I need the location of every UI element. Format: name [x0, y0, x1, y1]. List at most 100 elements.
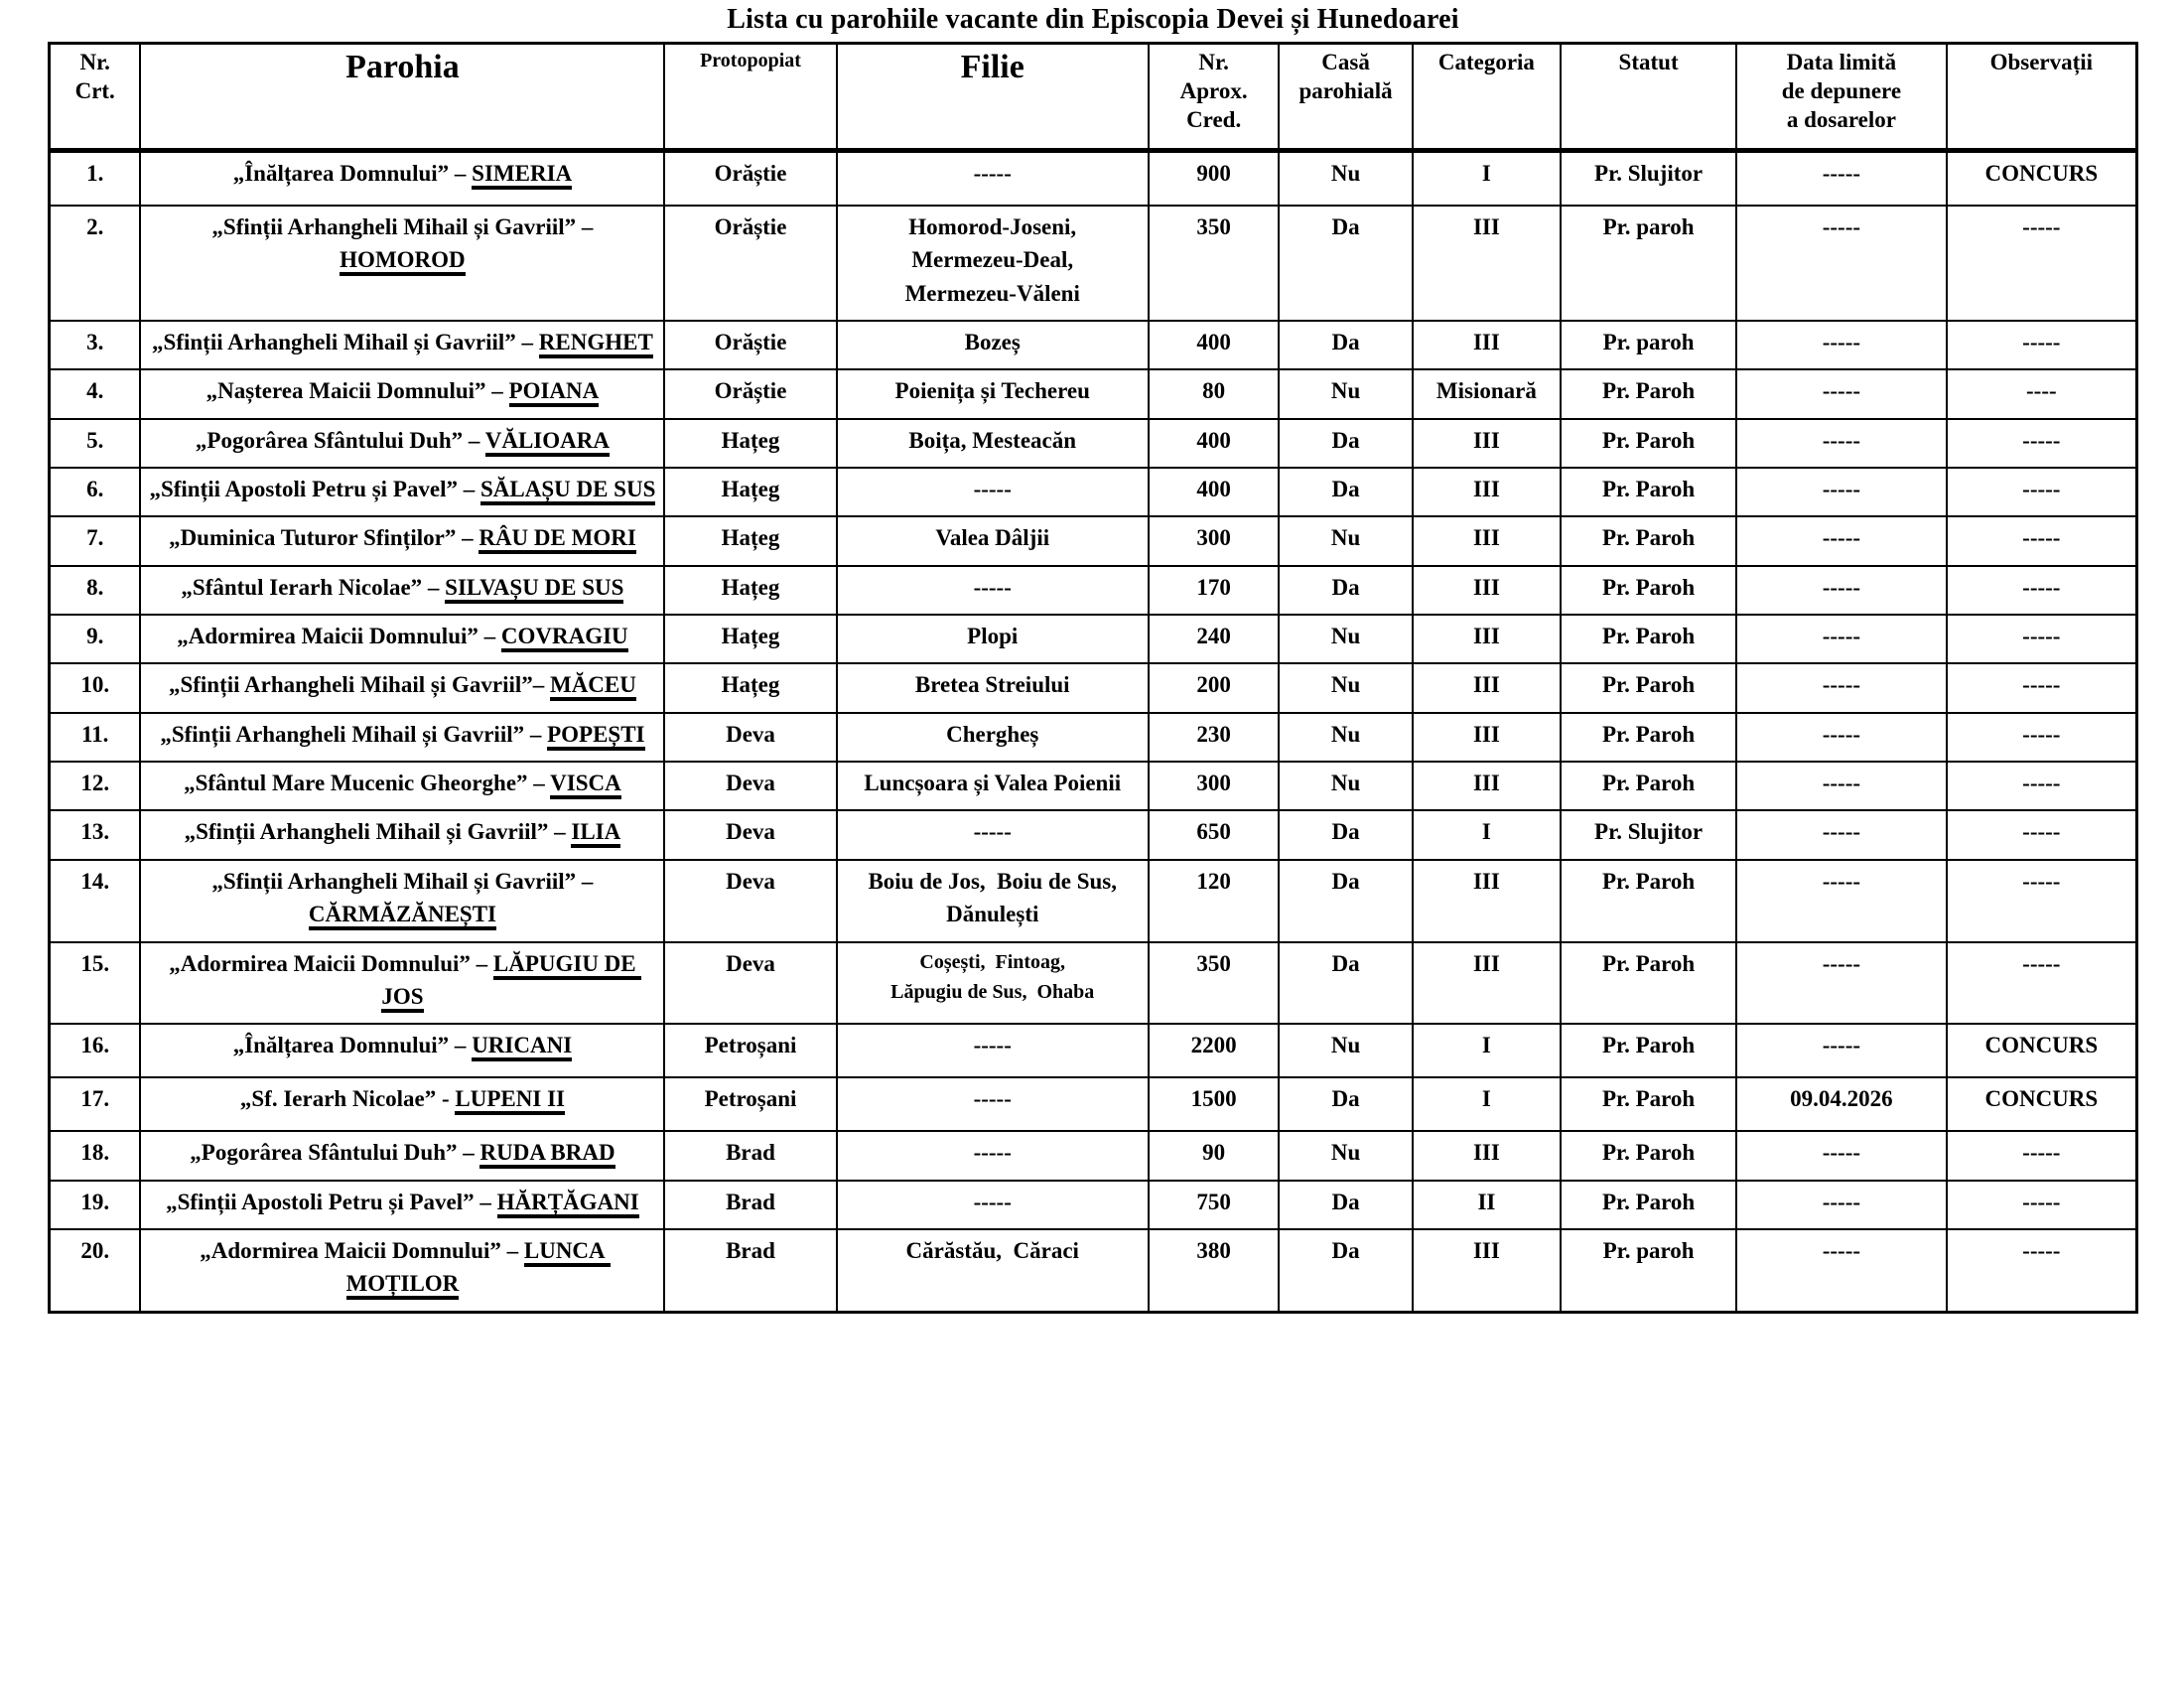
nr-crt-cell: 9.	[48, 614, 142, 665]
column-header-nr-crt: Nr. Crt.	[48, 42, 142, 153]
protopopiat-cell: Deva	[663, 711, 838, 764]
credinciosi-cell: 300	[1147, 761, 1281, 812]
data-limita-cell: -----	[1735, 1227, 1948, 1314]
data-limita-cell: -----	[1735, 515, 1948, 567]
casa-parohiala-cell: Da	[1278, 417, 1414, 470]
statut-cell: Pr. paroh	[1560, 1227, 1738, 1314]
data-limita-cell: -----	[1735, 368, 1948, 420]
data-limita-cell: -----	[1735, 1130, 1948, 1182]
observatii-cell: -----	[1945, 204, 2138, 323]
statut-cell: Pr. Paroh	[1560, 564, 1738, 617]
protopopiat-cell: Deva	[663, 858, 838, 943]
data-limita-cell: -----	[1735, 711, 1948, 764]
credinciosi-cell: 300	[1147, 515, 1281, 567]
statut-cell: Pr. Paroh	[1560, 858, 1738, 943]
parohia-prefix: „Sfinții Arhangheli Mihail și Gavriil” –	[184, 819, 572, 845]
statut-cell: Pr. Paroh	[1560, 467, 1738, 518]
parohia-prefix: „Sfinții Arhangheli Mihail și Gavriil” –	[211, 868, 600, 894]
data-limita-cell: -----	[1735, 417, 1948, 470]
table-row: 8. „Sfântul Ierarh Nicolae” – SILVAȘU DE…	[48, 564, 2138, 617]
statut-cell: Pr. paroh	[1560, 320, 1738, 371]
categoria-cell: III	[1411, 417, 1563, 470]
observatii-cell: -----	[1945, 809, 2138, 861]
protopopiat-cell: Hațeg	[663, 614, 838, 665]
parohia-prefix: „Adormirea Maicii Domnului” –	[200, 1237, 524, 1263]
data-limita-cell: -----	[1735, 858, 1948, 943]
observatii-cell: CONCURS	[1945, 1023, 2138, 1079]
filie-cell: -----	[835, 149, 1150, 207]
casa-parohiala-cell: Da	[1278, 320, 1414, 371]
filie-cell: Bretea Streiului	[835, 662, 1150, 714]
parohia-name: ILIA	[571, 819, 621, 849]
categoria-cell: III	[1411, 662, 1563, 714]
table-row: 17. „Sf. Ierarh Nicolae” - LUPENI II Pet…	[48, 1076, 2138, 1133]
parohia-name: LĂPUGIU DE JOS	[381, 950, 642, 1013]
statut-cell: Pr. Paroh	[1560, 614, 1738, 665]
observatii-cell: CONCURS	[1945, 1076, 2138, 1133]
parohia-cell: „Sfinții Apostoli Petru și Pavel” – HĂRȚ…	[139, 1179, 666, 1230]
credinciosi-cell: 170	[1147, 564, 1281, 617]
casa-parohiala-cell: Nu	[1278, 614, 1414, 665]
data-limita-cell: -----	[1735, 809, 1948, 861]
parohia-cell: „Sfinții Arhangheli Mihail și Gavriil”– …	[139, 662, 666, 714]
table-row: 18. „Pogorârea Sfântului Duh” – RUDA BRA…	[48, 1130, 2138, 1182]
data-limita-cell: -----	[1735, 564, 1948, 617]
table-row: 3. „Sfinții Arhangheli Mihail și Gavriil…	[48, 320, 2138, 371]
credinciosi-cell: 200	[1147, 662, 1281, 714]
credinciosi-cell: 90	[1147, 1130, 1281, 1182]
nr-crt-cell: 16.	[48, 1023, 142, 1079]
table-row: 4. „Nașterea Maicii Domnului” – POIANA O…	[48, 368, 2138, 420]
filie-cell: -----	[835, 564, 1150, 617]
observatii-cell: -----	[1945, 940, 2138, 1026]
column-header-protopopiat: Protopopiat	[663, 42, 838, 153]
column-header-data-limita: Data limită de depunere a dosarelor	[1735, 42, 1948, 153]
credinciosi-cell: 400	[1147, 467, 1281, 518]
parohia-prefix: „Adormirea Maicii Domnului” –	[169, 950, 493, 976]
casa-parohiala-cell: Da	[1278, 467, 1414, 518]
categoria-cell: III	[1411, 564, 1563, 617]
casa-parohiala-cell: Da	[1278, 940, 1414, 1026]
data-limita-cell: -----	[1735, 204, 1948, 323]
table-row: 20. „Adormirea Maicii Domnului” – LUNCA …	[48, 1227, 2138, 1314]
categoria-cell: I	[1411, 149, 1563, 207]
categoria-cell: III	[1411, 204, 1563, 323]
categoria-cell: II	[1411, 1179, 1563, 1230]
casa-parohiala-cell: Da	[1278, 564, 1414, 617]
statut-cell: Pr. Paroh	[1560, 1179, 1738, 1230]
statut-cell: Pr. Paroh	[1560, 761, 1738, 812]
credinciosi-cell: 400	[1147, 320, 1281, 371]
nr-crt-cell: 11.	[48, 711, 142, 764]
table-row: 5. „Pogorârea Sfântului Duh” – VĂLIOARA …	[48, 417, 2138, 470]
table-body: 1. „Înălțarea Domnului” – SIMERIA Orăști…	[48, 149, 2138, 1314]
protopopiat-cell: Brad	[663, 1130, 838, 1182]
parohia-cell: „Duminica Tuturor Sfinților” – RÂU DE MO…	[139, 515, 666, 567]
table-row: 15. „Adormirea Maicii Domnului” – LĂPUGI…	[48, 940, 2138, 1026]
table-row: 2. „Sfinții Arhangheli Mihail și Gavriil…	[48, 204, 2138, 323]
casa-parohiala-cell: Nu	[1278, 761, 1414, 812]
nr-crt-cell: 1.	[48, 149, 142, 207]
protopopiat-cell: Hațeg	[663, 417, 838, 470]
data-limita-cell: 09.04.2026	[1735, 1076, 1948, 1133]
credinciosi-cell: 350	[1147, 940, 1281, 1026]
observatii-cell: -----	[1945, 711, 2138, 764]
parohia-cell: „Sfântul Mare Mucenic Gheorghe” – VISCA	[139, 761, 666, 812]
table-row: 13. „Sfinții Arhangheli Mihail și Gavrii…	[48, 809, 2138, 861]
table-row: 14. „Sfinții Arhangheli Mihail și Gavrii…	[48, 858, 2138, 943]
filie-cell: -----	[835, 1130, 1150, 1182]
parohia-name: LUNCA MOȚILOR	[345, 1237, 612, 1301]
credinciosi-cell: 400	[1147, 417, 1281, 470]
filie-cell: Cărăstău, Căraci	[835, 1227, 1150, 1314]
protopopiat-cell: Deva	[663, 761, 838, 812]
filie-cell: Plopi	[835, 614, 1150, 665]
parohia-cell: „Sfinții Apostoli Petru și Pavel” – SĂLA…	[139, 467, 666, 518]
parohia-prefix: „Înălțarea Domnului” –	[232, 161, 473, 186]
categoria-cell: III	[1411, 858, 1563, 943]
statut-cell: Pr. Paroh	[1560, 662, 1738, 714]
observatii-cell: -----	[1945, 614, 2138, 665]
protopopiat-cell: Petroșani	[663, 1023, 838, 1079]
table-row: 10. „Sfinții Arhangheli Mihail și Gavrii…	[48, 662, 2138, 714]
nr-crt-cell: 7.	[48, 515, 142, 567]
parohia-prefix: „Sfântul Ierarh Nicolae” –	[181, 574, 446, 600]
protopopiat-cell: Hațeg	[663, 662, 838, 714]
